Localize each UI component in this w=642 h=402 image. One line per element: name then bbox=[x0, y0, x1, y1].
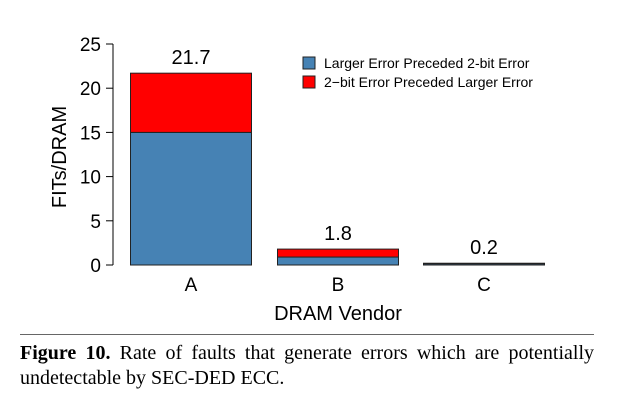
y-tick-label: 5 bbox=[90, 212, 101, 233]
caption-divider bbox=[20, 334, 594, 335]
bar-a-series-2 bbox=[130, 72, 252, 133]
y-axis: 0 5 10 15 20 25 bbox=[80, 35, 114, 277]
y-tick-label: 10 bbox=[80, 168, 101, 189]
y-tick-label: 0 bbox=[90, 256, 101, 277]
caption-text: Rate of faults that generate errors whic… bbox=[20, 342, 594, 389]
figure-caption: Figure 10. Rate of faults that generate … bbox=[20, 341, 594, 391]
x-tick-label-b: B bbox=[332, 275, 345, 296]
legend: Larger Error Preceded 2-bit Error 2−bit E… bbox=[302, 55, 533, 90]
x-tick-label-a: A bbox=[185, 275, 198, 296]
total-label-c: 0.2 bbox=[470, 237, 498, 259]
bars bbox=[130, 72, 545, 266]
stacked-bar-chart: 0 5 10 15 20 25 A B C 21.7 1.8 0.2 FITs/DRAM DRAM… bbox=[49, 35, 545, 325]
bar-b-series-1 bbox=[277, 256, 399, 266]
bar-c-series-2 bbox=[423, 262, 545, 265]
y-tick-label: 15 bbox=[80, 123, 101, 144]
caption-label: Figure 10. bbox=[20, 342, 111, 364]
bar-a-series-1 bbox=[130, 131, 252, 266]
y-tick-label: 20 bbox=[80, 79, 101, 100]
total-labels: 21.7 1.8 0.2 bbox=[172, 47, 498, 259]
total-label-a: 21.7 bbox=[172, 47, 211, 69]
bar-b-series-2 bbox=[277, 248, 399, 258]
total-label-b: 1.8 bbox=[324, 223, 352, 245]
x-axis-title: DRAM Vendor bbox=[274, 303, 402, 325]
legend-label-1: Larger Error Preceded 2-bit Error bbox=[324, 55, 530, 71]
y-tick-label: 25 bbox=[80, 35, 101, 56]
legend-swatch-2 bbox=[302, 75, 316, 89]
legend-swatch-1 bbox=[302, 56, 316, 70]
x-axis-tick-labels: A B C bbox=[185, 275, 491, 296]
y-axis-title: FITs/DRAM bbox=[49, 106, 71, 208]
x-tick-label-c: C bbox=[477, 275, 491, 296]
legend-label-2: 2−bit Error Preceded Larger Error bbox=[324, 74, 533, 90]
